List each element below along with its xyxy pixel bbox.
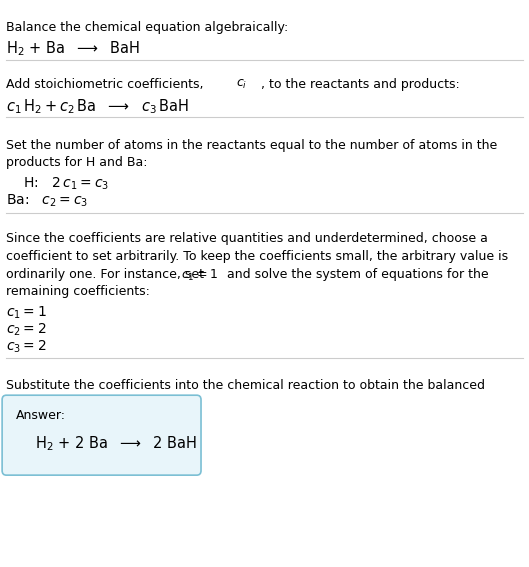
Text: $c_i$: $c_i$: [236, 78, 248, 91]
Text: Balance the chemical equation algebraically:: Balance the chemical equation algebraica…: [6, 21, 289, 34]
Text: equation:: equation:: [6, 396, 66, 409]
Text: Answer:: Answer:: [16, 409, 66, 422]
Text: ordinarily one. For instance, set: ordinarily one. For instance, set: [6, 268, 208, 281]
Text: $c_2 = 2$: $c_2 = 2$: [6, 322, 47, 338]
FancyBboxPatch shape: [2, 395, 201, 475]
Text: , to the reactants and products:: , to the reactants and products:: [261, 78, 460, 91]
Text: $c_1 = 1$: $c_1 = 1$: [181, 268, 218, 283]
Text: Ba:   $c_2 = c_3$: Ba: $c_2 = c_3$: [6, 193, 88, 209]
Text: Since the coefficients are relative quantities and underdetermined, choose a: Since the coefficients are relative quan…: [6, 232, 488, 246]
Text: Substitute the coefficients into the chemical reaction to obtain the balanced: Substitute the coefficients into the che…: [6, 379, 485, 392]
Text: H:   $2\,c_1 = c_3$: H: $2\,c_1 = c_3$: [19, 176, 108, 192]
Text: coefficient to set arbitrarily. To keep the coefficients small, the arbitrary va: coefficient to set arbitrarily. To keep …: [6, 250, 508, 263]
Text: $c_3 = 2$: $c_3 = 2$: [6, 339, 47, 356]
Text: and solve the system of equations for the: and solve the system of equations for th…: [223, 268, 489, 281]
Text: $c_1 = 1$: $c_1 = 1$: [6, 305, 47, 321]
Text: $c_1\,\mathregular{H_2} + c_2\,\mathrm{Ba}$  $\longrightarrow$  $c_3\,\mathrm{Ba: $c_1\,\mathregular{H_2} + c_2\,\mathrm{B…: [6, 98, 189, 116]
Text: products for H and Ba:: products for H and Ba:: [6, 156, 148, 170]
Text: Set the number of atoms in the reactants equal to the number of atoms in the: Set the number of atoms in the reactants…: [6, 139, 498, 152]
Text: $\mathregular{H_2}$ $+$ 2 Ba  $\longrightarrow$  2 BaH: $\mathregular{H_2}$ $+$ 2 Ba $\longright…: [35, 434, 198, 453]
Text: $\mathregular{H_2}$ $+$ Ba  $\longrightarrow$  BaH: $\mathregular{H_2}$ $+$ Ba $\longrightar…: [6, 40, 141, 58]
Text: Add stoichiometric coefficients,: Add stoichiometric coefficients,: [6, 78, 208, 91]
Text: remaining coefficients:: remaining coefficients:: [6, 285, 150, 298]
